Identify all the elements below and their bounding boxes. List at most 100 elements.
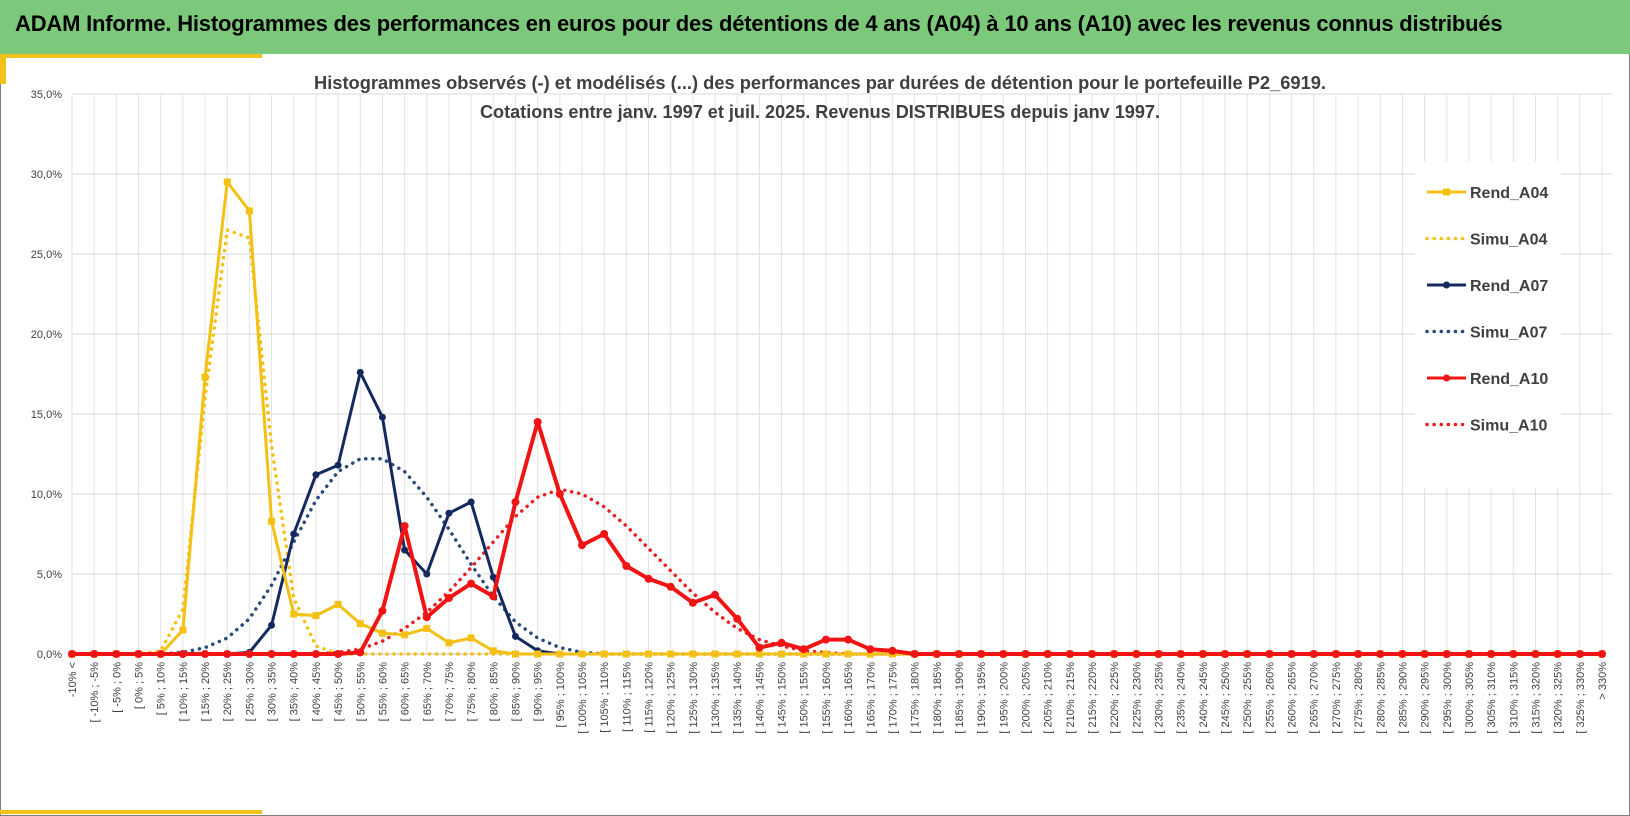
data-point xyxy=(423,624,431,632)
data-point xyxy=(1221,650,1230,658)
legend-label: Simu_A04 xyxy=(1470,232,1547,249)
x-tick-label: [ 265% ; 270% xyxy=(1309,662,1321,734)
data-point xyxy=(378,606,387,615)
x-tick-label: [ 5% ; 10% xyxy=(156,662,168,715)
data-point xyxy=(1598,650,1606,658)
y-tick-label: 10,0% xyxy=(31,489,62,501)
data-point xyxy=(622,562,631,570)
x-tick-label: [ 275% ; 280% xyxy=(1353,662,1365,734)
x-tick-label: [ 160% ; 165% xyxy=(843,662,855,734)
x-tick-label: [ 260% ; 265% xyxy=(1287,662,1299,734)
x-tick-label: [ 180% ; 185% xyxy=(932,662,944,734)
data-point xyxy=(356,648,365,657)
x-tick-label: [ 15% ; 20% xyxy=(200,662,212,722)
y-tick-label: 5,0% xyxy=(37,569,62,581)
x-tick-label: [ 25% ; 30% xyxy=(244,662,256,722)
data-point xyxy=(267,650,276,658)
x-tick-label: [ 280% ; 285% xyxy=(1375,662,1387,734)
data-point xyxy=(1487,650,1496,658)
y-tick-label: 30,0% xyxy=(31,169,62,181)
x-tick-label: [ 250% ; 255% xyxy=(1242,662,1254,734)
data-point xyxy=(888,646,897,655)
data-point xyxy=(1132,650,1141,658)
data-point xyxy=(822,650,830,658)
series-line-rend-a07 xyxy=(72,370,1602,656)
x-tick-label: [ 235% ; 240% xyxy=(1176,662,1188,734)
x-tick-label: [ 300% ; 305% xyxy=(1464,662,1476,734)
report-header: ADAM Informe. Histogrammes des performan… xyxy=(0,0,1630,54)
data-point xyxy=(378,629,386,637)
data-point xyxy=(134,650,143,658)
x-tick-label: [ 190% ; 195% xyxy=(976,662,988,734)
data-point xyxy=(400,522,409,530)
x-tick-label: [ 20% ; 25% xyxy=(222,662,234,722)
series-line-rend-a04 xyxy=(72,180,1602,656)
data-point xyxy=(1198,650,1207,658)
data-point xyxy=(1531,650,1540,658)
data-point xyxy=(245,650,254,658)
data-point xyxy=(1398,650,1407,658)
data-point xyxy=(401,546,409,554)
data-point xyxy=(799,645,808,654)
x-tick-label: [ 150% ; 155% xyxy=(799,662,811,734)
y-tick-label: 25,0% xyxy=(31,249,62,261)
data-point xyxy=(378,413,386,421)
data-point xyxy=(268,517,276,525)
data-point xyxy=(578,541,586,550)
data-point xyxy=(688,598,697,607)
x-tick-label: [ 325% ; 330% xyxy=(1575,662,1587,734)
data-point xyxy=(334,600,342,608)
x-tick-label: [ 80% ; 85% xyxy=(488,662,500,722)
y-tick-label: 0,0% xyxy=(37,649,62,661)
data-point xyxy=(511,650,519,658)
legend-marker xyxy=(1443,281,1450,289)
x-tick-label: [ 210% ; 215% xyxy=(1065,662,1077,734)
data-point xyxy=(1420,650,1429,658)
x-tick-label: [ 60% ; 65% xyxy=(400,662,412,722)
legend-label: Simu_A10 xyxy=(1470,418,1547,435)
x-tick-label: [ 305% ; 310% xyxy=(1486,662,1498,734)
data-point xyxy=(645,650,653,658)
x-tick-label: [ 105% ; 110% xyxy=(599,662,611,733)
x-tick-label: [ 55% ; 60% xyxy=(377,662,389,722)
data-point xyxy=(201,373,209,381)
data-point xyxy=(1154,650,1163,658)
data-point xyxy=(334,650,343,658)
x-tick-label: [ 270% ; 275% xyxy=(1331,662,1343,734)
data-point xyxy=(910,650,919,658)
data-point xyxy=(1509,650,1518,658)
data-point xyxy=(1065,650,1074,658)
legend-label: Rend_A04 xyxy=(1470,185,1548,202)
x-tick-label: [ 175% ; 180% xyxy=(910,662,922,734)
data-point xyxy=(689,650,697,658)
x-tick-label: [ 225% ; 230% xyxy=(1131,662,1143,734)
accent-bar-bottom xyxy=(0,810,262,814)
x-tick-label: [ 30% ; 35% xyxy=(267,662,279,722)
legend-label: Rend_A07 xyxy=(1470,278,1548,295)
x-tick-label: [ 290% ; 295% xyxy=(1420,662,1432,734)
x-tick-label: [ 120% ; 125% xyxy=(666,662,678,734)
x-tick-label: [ 205% ; 210% xyxy=(1043,662,1055,734)
x-tick-label: [ 75% ; 80% xyxy=(466,662,478,722)
data-point xyxy=(932,650,941,658)
data-point xyxy=(778,650,786,658)
data-point xyxy=(401,631,409,639)
y-tick-label: 20,0% xyxy=(31,329,62,341)
data-point xyxy=(533,418,542,426)
y-tick-label: 15,0% xyxy=(31,409,62,421)
x-tick-label: [ 230% ; 235% xyxy=(1154,662,1166,734)
data-point xyxy=(821,635,830,644)
data-point xyxy=(977,650,986,658)
data-point xyxy=(954,650,963,658)
data-point xyxy=(1442,650,1451,658)
data-point xyxy=(800,650,808,658)
data-point xyxy=(1464,650,1473,658)
data-point xyxy=(444,594,453,602)
data-point xyxy=(223,178,231,186)
x-tick-label: [ 315% ; 320% xyxy=(1530,662,1542,734)
x-tick-label: [ 70% ; 75% xyxy=(444,662,456,722)
data-point xyxy=(1176,650,1185,658)
grid-lines xyxy=(71,93,1612,654)
data-point xyxy=(667,650,675,658)
x-tick-label: [ 140% ; 145% xyxy=(754,662,766,734)
